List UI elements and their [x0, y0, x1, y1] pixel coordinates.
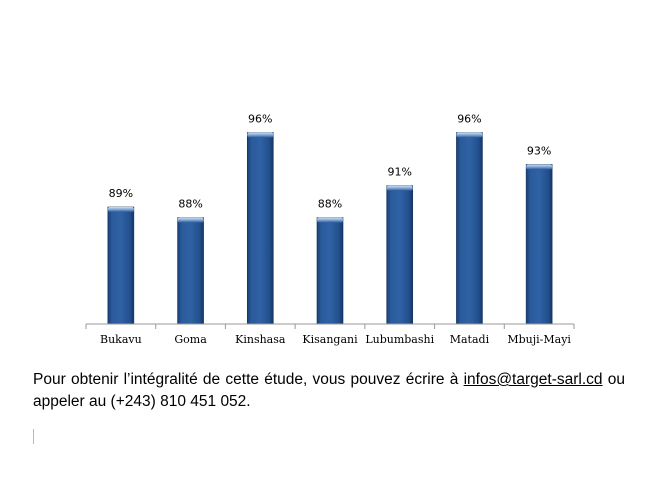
contact-caption: Pour obtenir l’intégralité de cette étud… — [33, 369, 625, 413]
bar-body — [525, 164, 553, 325]
bar-cap-highlight — [177, 217, 204, 223]
bar-cap-highlight — [526, 164, 553, 170]
bar-cap-highlight — [317, 217, 343, 223]
bar-body — [316, 217, 344, 325]
bar-body — [107, 206, 135, 325]
category-label-goma: Goma — [174, 333, 207, 346]
bar-cap-highlight — [456, 132, 483, 138]
category-label-lubumbashi: Lubumbashi — [365, 333, 434, 346]
bar-cap-highlight — [107, 207, 134, 212]
data-label-kisangani: 88% — [318, 198, 342, 211]
caption-text: Pour obtenir l’intégralité de cette étud… — [33, 371, 464, 388]
bar-cap-highlight — [247, 132, 274, 138]
data-label-lubumbashi: 91% — [387, 166, 411, 179]
data-label-matadi: 96% — [457, 113, 481, 126]
data-label-mbuji-mayi: 93% — [527, 144, 551, 157]
bar-body — [456, 132, 483, 325]
bar-cap-highlight — [386, 185, 413, 191]
data-label-goma: 88% — [178, 198, 202, 211]
bar-goma — [177, 217, 204, 325]
category-label-bukavu: Bukavu — [100, 333, 142, 346]
caption-phone-text: ou appeler au (+243) 810 451 052. — [33, 371, 625, 410]
bar-kinshasa — [246, 132, 274, 325]
bar-body — [246, 132, 274, 325]
bar-kisangani — [316, 217, 344, 325]
data-label-kinshasa: 96% — [248, 113, 272, 126]
data-label-bukavu: 89% — [109, 187, 133, 200]
bar-body — [177, 217, 204, 325]
bar-matadi — [456, 132, 483, 325]
category-label-kinshasa: Kinshasa — [235, 333, 286, 346]
email-link[interactable]: infos@target-sarl.cd — [463, 371, 603, 388]
bar-chart: Bukavu Goma Kinshasa Kisangani Lubumbashi Mat… — [85, 113, 575, 346]
bar-lubumbashi — [386, 185, 414, 325]
bar-bukavu — [107, 206, 135, 325]
category-label-matadi: Matadi — [450, 333, 490, 346]
text-cursor-marker — [33, 429, 34, 444]
category-label-mbuji-mayi: Mbuji-Mayi — [507, 333, 571, 346]
bar-body — [386, 185, 414, 325]
bar-mbuji-mayi — [525, 164, 553, 325]
category-label-kisangani: Kisangani — [302, 333, 358, 346]
